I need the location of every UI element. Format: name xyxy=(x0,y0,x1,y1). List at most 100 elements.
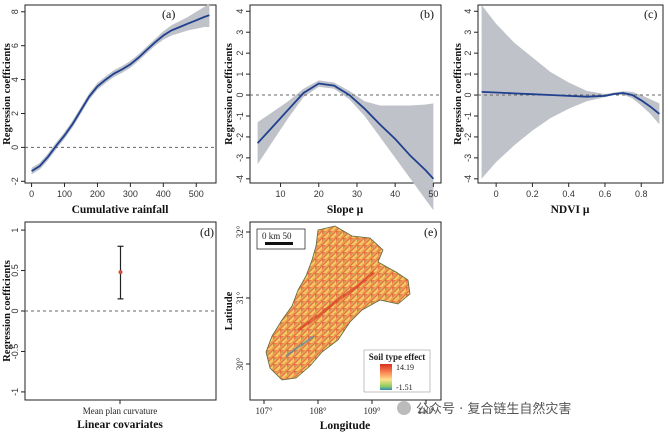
y-tick-label: 6 xyxy=(10,43,20,48)
panel-e-frame xyxy=(249,221,442,401)
map-xtick-label: 110° xyxy=(418,406,435,416)
panel-e-label: (e) xyxy=(424,225,437,239)
x-tick-label: 0 xyxy=(29,189,34,199)
y-tick-label: 1 xyxy=(235,72,245,77)
panel-b-xlabel: Slope μ xyxy=(327,204,364,216)
y-tick-label: 4 xyxy=(235,9,245,14)
legend-title: Soil type effect xyxy=(369,352,425,362)
panel-a: 0 100 200 300 400 500 -2 0 2 4 6 8 (a) Cumulative … xyxy=(2,3,217,216)
map-xtick-label: 109° xyxy=(363,406,381,416)
panel-a-x-ticks: 0 100 200 300 400 500 xyxy=(29,183,204,199)
panel-a-label: (a) xyxy=(162,7,175,21)
legend-box xyxy=(363,349,431,393)
panel-d-point xyxy=(118,270,123,275)
y-tick-label: -3 xyxy=(235,154,245,162)
panel-c-frame xyxy=(477,4,664,184)
x-tick-label: 400 xyxy=(156,189,171,199)
panel-a-confidence-band xyxy=(31,3,210,175)
panel-e-y-ticks: 32° 31° 30° xyxy=(235,225,250,370)
x-tick-label: 50 xyxy=(428,189,438,199)
y-tick-label: -1 xyxy=(235,112,245,120)
panel-b-curve xyxy=(256,82,435,180)
x-tick-label: 0.8 xyxy=(635,189,648,199)
y-tick-label: 0 xyxy=(463,93,473,98)
y-tick-label: -2 xyxy=(463,133,473,141)
x-tick-label: 200 xyxy=(90,189,105,199)
panel-a-ylabel: Regression coefficients xyxy=(2,43,13,145)
map-ytick-label: 31° xyxy=(235,291,245,304)
panel-b: 10 20 30 40 50 -4 -3 -2 -1 0 1 2 3 4 (b) Slope μ Reg… xyxy=(224,4,442,216)
panel-b-frame xyxy=(249,4,442,184)
y-tick-label: -1 xyxy=(10,388,20,396)
scale-bar-label: 0 km 50 xyxy=(262,231,292,241)
map-xtick-label: 108° xyxy=(309,406,327,416)
panel-e: 0 km 50 Soil type effect 14.19 -1.51 (e)… xyxy=(224,221,442,432)
panel-c-xlabel: NDVI μ xyxy=(551,204,590,216)
map-low-effect-zone xyxy=(285,335,315,357)
scale-bar xyxy=(265,242,293,245)
panel-e-xlabel: Longitude xyxy=(320,420,371,432)
panel-c-y-ticks: -4 -3 -2 -1 0 1 2 3 4 xyxy=(463,9,478,183)
x-tick-label: 0.2 xyxy=(526,189,539,199)
panel-e-ylabel: Latitude xyxy=(224,291,235,330)
y-tick-label: -2 xyxy=(235,133,245,141)
x-tick-label: 100 xyxy=(57,189,72,199)
panel-c-confidence-band xyxy=(481,5,660,179)
panel-b-y-ticks: -4 -3 -2 -1 0 1 2 3 4 xyxy=(235,9,250,183)
legend-min: -1.51 xyxy=(396,383,413,392)
panel-d-label: (d) xyxy=(200,225,214,239)
panel-b-x-ticks: 10 20 30 40 50 xyxy=(276,183,438,199)
panel-a-y-ticks: -2 0 2 4 6 8 xyxy=(10,9,25,185)
y-tick-label: 8 xyxy=(10,9,20,14)
panel-d-y-ticks: -1 -0.5 0 0.5 1 xyxy=(10,228,25,396)
y-tick-label: -2 xyxy=(10,177,20,185)
x-tick-label: 300 xyxy=(123,189,138,199)
y-tick-label: -4 xyxy=(235,175,245,183)
x-tick-label: 10 xyxy=(276,189,286,199)
panel-c: 0 0.2 0.4 0.6 0.8 -4 -3 -2 -1 0 1 2 3 4 (c) NDVI μ R… xyxy=(453,4,664,216)
y-tick-label: 4 xyxy=(463,9,473,14)
legend-colorbar xyxy=(380,364,392,390)
panel-d: -1 -0.5 0 0.5 1 Mean plan curvature (d) Line… xyxy=(2,221,217,431)
panel-e-x-ticks: 107° 108° 109° 110° xyxy=(255,400,435,416)
y-tick-label: -4 xyxy=(463,175,473,183)
watermark: 公众号 · 复合链生自然灾害 xyxy=(397,401,571,417)
x-tick-label: 0 xyxy=(494,189,499,199)
x-tick-label: 500 xyxy=(189,189,204,199)
y-tick-label: -0.5 xyxy=(10,344,20,360)
map-xtick-label: 107° xyxy=(255,406,273,416)
map-ytick-label: 30° xyxy=(235,357,245,370)
x-tick-label: 30 xyxy=(352,189,362,199)
y-tick-label: 0 xyxy=(10,145,20,150)
panel-c-label: (c) xyxy=(644,7,657,21)
panel-d-category: Mean plan curvature xyxy=(83,406,157,416)
y-tick-label: 1 xyxy=(463,72,473,77)
y-tick-label: 2 xyxy=(10,111,20,116)
y-tick-label: 2 xyxy=(463,51,473,56)
legend-max: 14.19 xyxy=(396,363,414,372)
y-tick-label: -1 xyxy=(463,112,473,120)
x-tick-label: 0.6 xyxy=(599,189,612,199)
panel-c-curve xyxy=(481,91,660,115)
y-tick-label: 0 xyxy=(10,308,20,313)
study-area-map xyxy=(265,225,411,381)
panel-a-xlabel: Cumulative rainfall xyxy=(72,204,169,216)
watermark-text: 公众号 · 复合链生自然灾害 xyxy=(416,401,571,417)
y-tick-label: 0 xyxy=(235,93,245,98)
panel-d-ylabel: Regression coefficients xyxy=(2,260,13,362)
panel-b-confidence-band xyxy=(257,80,434,211)
panel-c-x-ticks: 0 0.2 0.4 0.6 0.8 xyxy=(494,183,648,199)
y-tick-label: 3 xyxy=(463,30,473,35)
y-tick-label: 3 xyxy=(235,30,245,35)
y-tick-label: 4 xyxy=(10,77,20,82)
y-tick-label: -3 xyxy=(463,154,473,162)
map-high-effect-zone xyxy=(297,270,375,332)
x-tick-label: 20 xyxy=(314,189,324,199)
panel-d-xlabel: Linear covariates xyxy=(77,419,163,431)
panel-a-curve xyxy=(31,14,210,172)
x-tick-label: 0.4 xyxy=(562,189,575,199)
panel-b-label: (b) xyxy=(420,7,434,21)
y-tick-label: 0.5 xyxy=(10,264,20,277)
panel-a-frame xyxy=(24,4,217,184)
